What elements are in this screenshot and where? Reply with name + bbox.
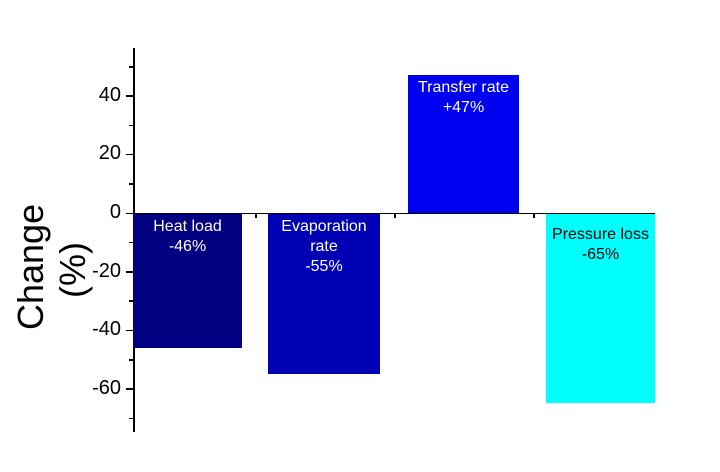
y-tick-label: -40: [92, 318, 121, 341]
y-major-tick: [126, 388, 133, 390]
bar-heat-load: [133, 213, 242, 348]
bar-evaporation-rate: [268, 213, 380, 375]
y-major-tick: [126, 329, 133, 332]
y-minor-tick: [129, 66, 133, 68]
y-major-tick: [126, 95, 133, 97]
y-tick-label: -60: [92, 376, 121, 399]
y-minor-tick: [129, 417, 133, 420]
x-tick: [394, 213, 396, 218]
y-minor-tick: [129, 124, 133, 127]
y-major-tick: [126, 153, 133, 156]
y-tick-label: 20: [98, 142, 121, 165]
y-minor-tick: [129, 300, 133, 302]
bar-annotation: Evaporation rate -55%: [281, 218, 367, 275]
y-major-tick: [126, 271, 133, 273]
x-tick: [255, 213, 257, 218]
bar-pressure-loss: [546, 213, 655, 404]
y-major-tick: [126, 212, 133, 214]
y-minor-tick: [129, 359, 133, 361]
bar-transfer-rate: [408, 75, 519, 213]
y-tick-label: 0: [109, 201, 121, 223]
y-tick-label: -20: [92, 259, 121, 282]
y-minor-tick: [129, 241, 133, 244]
bar-annotation: Pressure loss -65%: [552, 226, 649, 263]
bar-annotation: Heat load -46%: [153, 218, 222, 255]
y-minor-tick: [129, 183, 133, 185]
x-tick: [533, 213, 535, 218]
bar-annotation: Transfer rate +47%: [418, 79, 509, 117]
y-tick-label: 40: [98, 83, 121, 106]
